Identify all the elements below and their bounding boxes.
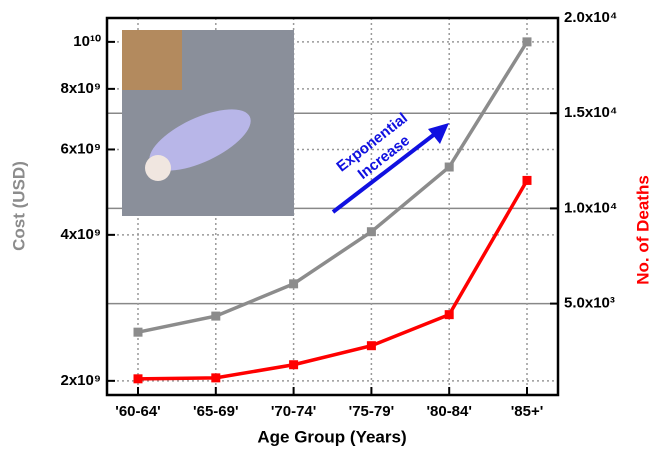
x-tick-label: '70-74': [271, 403, 317, 420]
marker: [367, 227, 376, 236]
arrow-head: [428, 123, 449, 144]
y-tick-label: 2x10⁹: [61, 372, 102, 389]
y2-tick-label: 5.0x10³: [564, 295, 615, 312]
x-tick-label: '75-79': [349, 403, 395, 420]
marker: [289, 279, 298, 288]
photo-stairs: [122, 30, 182, 90]
y2-tick-label: 1.5x10⁴: [564, 104, 617, 121]
marker: [134, 328, 143, 337]
y2-tick-label: 1.0x10⁴: [564, 199, 617, 216]
marker: [445, 310, 454, 319]
marker: [211, 312, 220, 321]
photo-head: [145, 155, 171, 181]
y-tick-label: 6x10⁹: [61, 140, 102, 157]
marker: [523, 37, 532, 46]
y-tick-label: 4x10⁹: [61, 226, 102, 243]
x-axis-label: Age Group (Years): [257, 427, 406, 446]
marker: [523, 176, 532, 185]
y-tick-label: 10¹⁰: [73, 33, 101, 50]
marker: [289, 360, 298, 369]
marker: [134, 374, 143, 383]
y-axis-label: Cost (USD): [9, 161, 28, 251]
x-tick-label: '80-84': [426, 403, 472, 420]
marker: [445, 163, 454, 172]
x-tick-label: '60-64': [115, 403, 161, 420]
marker: [211, 373, 220, 382]
y2-axis-label: No. of Deaths: [633, 175, 652, 285]
y-tick-label: 8x10⁹: [61, 80, 102, 97]
chart: Cost (USD) No. of Deaths Age Group (Year…: [0, 0, 665, 454]
x-tick-label: '85+': [511, 403, 544, 420]
x-tick-label: '65-69': [193, 403, 239, 420]
marker: [367, 341, 376, 350]
y2-tick-label: 2.0x10⁴: [564, 9, 617, 26]
